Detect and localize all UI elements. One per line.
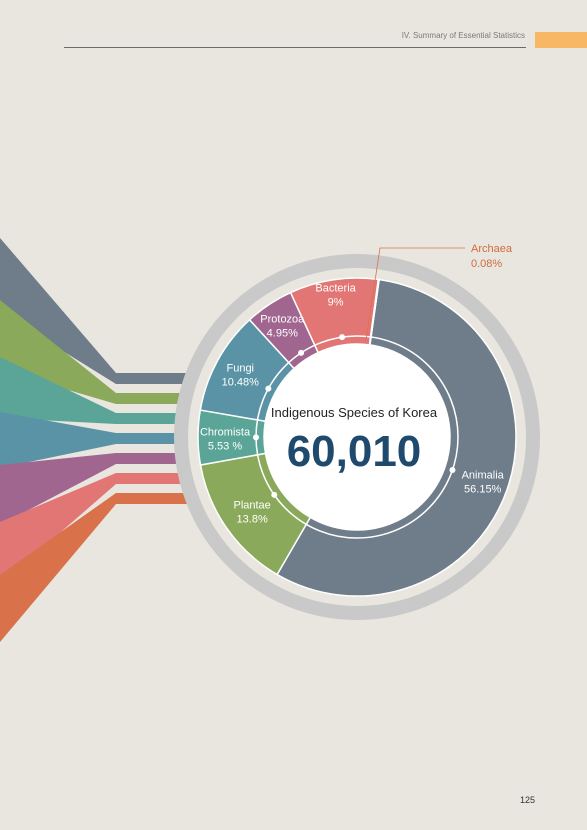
slice-label-archaea: Archaea (471, 243, 513, 255)
ribbon-protozoa (0, 453, 200, 525)
ribbon-fungi (0, 412, 200, 468)
ribbon-archaea (0, 493, 200, 642)
slice-value-bacteria: 9% (328, 297, 344, 309)
slice-label-fungi: Fungi (226, 362, 254, 374)
slice-label-animalia: Animalia (462, 469, 505, 481)
slice-marker-bacteria (339, 334, 346, 341)
section-title: IV. Summary of Essential Statistics (401, 31, 525, 40)
slice-label-protozoa: Protozoa (260, 314, 305, 326)
slice-value-archaea: 0.08% (471, 258, 502, 270)
slice-marker-chromista (253, 434, 260, 441)
slice-value-plantae: 13.8% (237, 513, 268, 525)
slice-marker-plantae (271, 491, 278, 498)
slice-value-fungi: 10.48% (222, 376, 260, 388)
slice-value-protozoa: 4.95% (267, 328, 298, 340)
center-total: 60,010 (287, 427, 422, 476)
slice-archaea (368, 278, 380, 346)
section-tab-marker (535, 32, 587, 48)
slice-marker-protozoa (298, 349, 305, 356)
slice-marker-fungi (265, 385, 272, 392)
ribbon-bacteria (0, 473, 200, 585)
header-rule (64, 47, 526, 48)
ribbons (0, 238, 200, 642)
ribbon-chromista (0, 357, 200, 424)
slice-label-bacteria: Bacteria (315, 283, 356, 295)
center-title: Indigenous Species of Korea (271, 405, 438, 420)
slice-value-animalia: 56.15% (464, 483, 502, 495)
slice-label-chromista: Chromista (200, 426, 251, 438)
center-disc (264, 344, 450, 530)
ribbon-plantae (0, 300, 200, 404)
ribbon-animalia (0, 238, 200, 384)
page-number: 125 (519, 795, 535, 805)
slice-marker-animalia (449, 467, 456, 474)
slices (197, 277, 517, 597)
dots (253, 334, 456, 498)
labels: Animalia 56.15% Plantae 13.8% Chromista 5.53 … (200, 243, 513, 525)
slice-value-chromista: 5.53 % (208, 440, 242, 452)
slice-label-plantae: Plantae (233, 499, 270, 511)
archaea-callout-line (365, 247, 465, 341)
